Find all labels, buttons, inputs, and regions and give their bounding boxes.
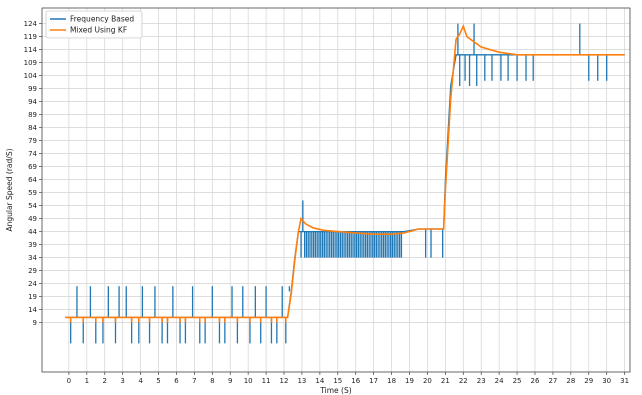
x-tick-label: 26 bbox=[531, 377, 540, 385]
legend: Frequency Based Mixed Using KF bbox=[45, 10, 143, 39]
y-tick-label: 14 bbox=[28, 306, 37, 314]
legend-label-frequency-based: Frequency Based bbox=[70, 15, 134, 24]
x-tick-label: 16 bbox=[351, 377, 360, 385]
y-tick-label: 34 bbox=[28, 254, 37, 262]
x-tick-label: 5 bbox=[156, 377, 160, 385]
y-tick-label: 79 bbox=[28, 137, 37, 145]
x-tick-label: 4 bbox=[138, 377, 143, 385]
y-tick-label: 24 bbox=[28, 280, 37, 288]
plot-frame bbox=[41, 7, 631, 373]
y-tick-label: 29 bbox=[28, 267, 37, 275]
x-tick-label: 8 bbox=[210, 377, 214, 385]
y-tick-label: 54 bbox=[28, 202, 37, 210]
x-tick-label: 22 bbox=[459, 377, 468, 385]
y-tick-label: 69 bbox=[28, 163, 37, 171]
y-tick-label: 124 bbox=[24, 20, 38, 28]
x-tick-label: 3 bbox=[120, 377, 124, 385]
x-tick-label: 15 bbox=[333, 377, 342, 385]
x-tick-label: 7 bbox=[192, 377, 196, 385]
y-tick-label: 59 bbox=[28, 189, 37, 197]
y-tick-label: 94 bbox=[28, 98, 37, 106]
plot-area bbox=[65, 23, 625, 344]
x-tick-label: 0 bbox=[67, 377, 71, 385]
series-frequency-based-line bbox=[65, 54, 625, 319]
y-axis-title: Angular Speed (rad/S) bbox=[5, 148, 14, 231]
x-tick-label: 12 bbox=[280, 377, 289, 385]
y-tick-label: 49 bbox=[28, 215, 37, 223]
legend-label-mixed-using-kf: Mixed Using KF bbox=[70, 26, 127, 35]
y-tick-label: 19 bbox=[28, 293, 37, 301]
x-tick-label: 21 bbox=[441, 377, 450, 385]
x-tick-label: 30 bbox=[602, 377, 611, 385]
y-tick-label: 119 bbox=[24, 33, 37, 41]
y-tick-label: 44 bbox=[28, 228, 37, 236]
x-tick-label: 27 bbox=[548, 377, 557, 385]
x-tick-label: 9 bbox=[228, 377, 232, 385]
legend-box bbox=[45, 10, 143, 39]
x-tick-label: 19 bbox=[405, 377, 414, 385]
grid bbox=[42, 8, 630, 372]
series-mixed-using-kf-line bbox=[65, 24, 625, 319]
x-tick-label: 25 bbox=[513, 377, 522, 385]
x-tick-label: 23 bbox=[477, 377, 486, 385]
y-tick-label: 99 bbox=[28, 85, 37, 93]
y-tick-label: 104 bbox=[24, 72, 38, 80]
y-tick-label: 9 bbox=[33, 319, 37, 327]
y-tick-label: 39 bbox=[28, 241, 37, 249]
y-tick-label: 64 bbox=[28, 176, 37, 184]
x-tick-label: 1 bbox=[85, 377, 89, 385]
x-tick-label: 24 bbox=[495, 377, 504, 385]
x-tick-label: 17 bbox=[369, 377, 378, 385]
x-tick-label: 14 bbox=[315, 377, 324, 385]
x-tick-label: 28 bbox=[566, 377, 575, 385]
x-tick-label: 10 bbox=[244, 377, 253, 385]
x-tick-label: 29 bbox=[584, 377, 593, 385]
x-tick-label: 2 bbox=[103, 377, 107, 385]
x-tick-label: 18 bbox=[387, 377, 396, 385]
x-tick-label: 6 bbox=[174, 377, 179, 385]
x-axis: 0 1 2 3 4 5 6 7 8 9 10 11 12 13 14 15 16 17 18 19 20 21 22 23 24… bbox=[67, 372, 629, 385]
x-tick-label: 11 bbox=[262, 377, 271, 385]
y-tick-label: 84 bbox=[28, 124, 37, 132]
x-tick-label: 13 bbox=[297, 377, 306, 385]
y-tick-label: 89 bbox=[28, 111, 37, 119]
y-tick-label: 109 bbox=[24, 59, 37, 67]
y-tick-label: 114 bbox=[24, 46, 38, 54]
y-tick-label: 74 bbox=[28, 150, 37, 158]
y-axis: 9 14 19 24 29 34 39 44 49 54 59 64 69 74 79 84 89 94 99 104… bbox=[24, 20, 42, 327]
x-axis-title: Time (S) bbox=[319, 386, 351, 395]
x-tick-label: 31 bbox=[620, 377, 629, 385]
x-tick-label: 20 bbox=[423, 377, 432, 385]
